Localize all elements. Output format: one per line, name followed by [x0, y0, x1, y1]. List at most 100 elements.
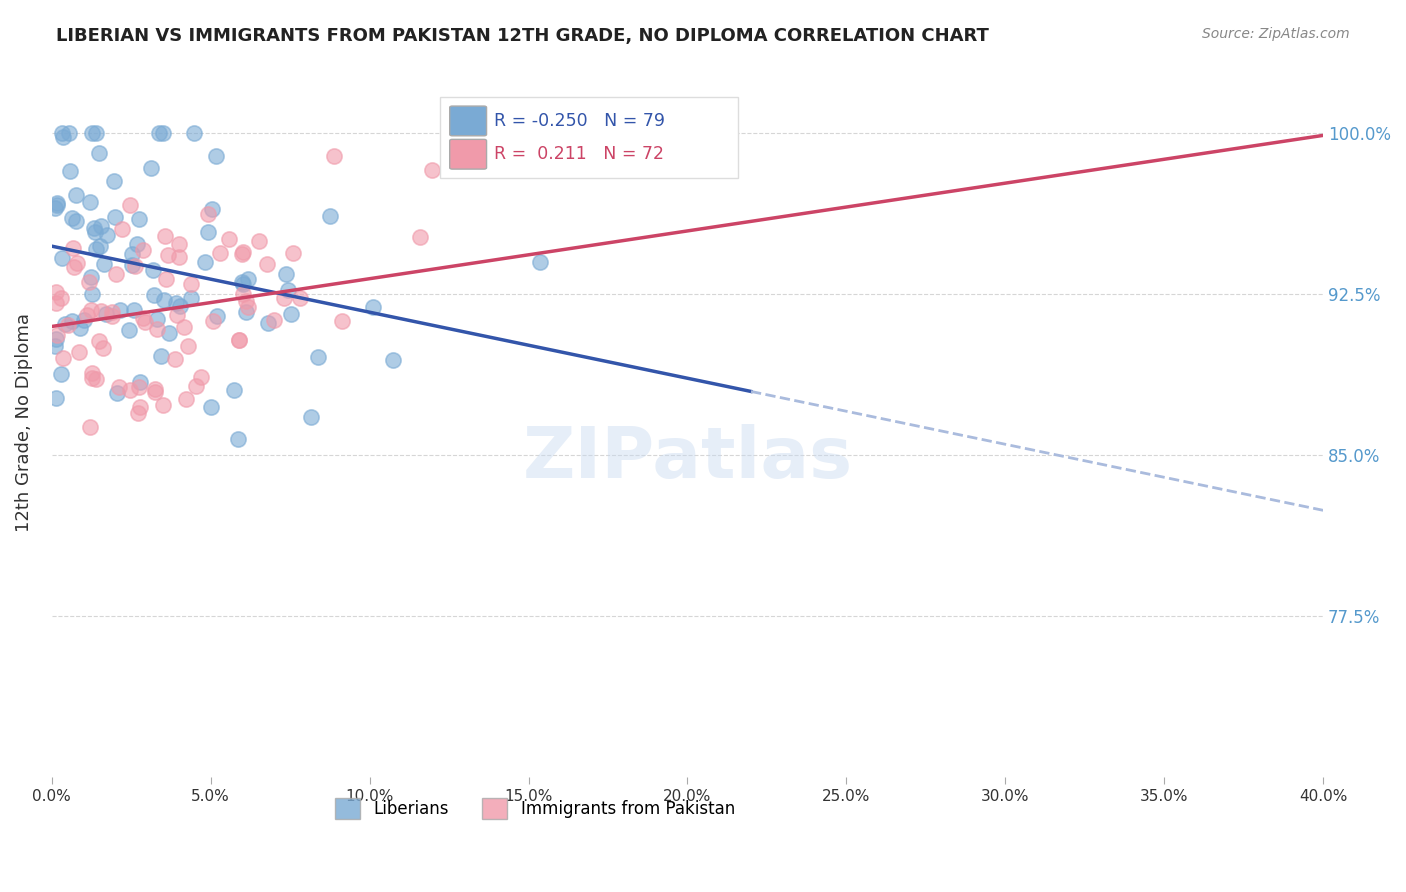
- Point: [117, 323, 139, 337]
- Point: [143, 288, 166, 302]
- Point: [235, 305, 257, 319]
- Point: [51, 126, 73, 140]
- Point: [205, 149, 228, 163]
- Point: [105, 386, 128, 401]
- Point: [280, 307, 302, 321]
- Point: [121, 258, 143, 272]
- Point: [65, 214, 87, 228]
- Point: [361, 300, 384, 314]
- Point: [59, 163, 82, 178]
- Point: [166, 295, 188, 310]
- Point: [152, 399, 174, 413]
- Point: [274, 267, 297, 281]
- Point: [145, 322, 167, 336]
- Point: [79, 420, 101, 434]
- Point: [69, 321, 91, 335]
- Point: [143, 382, 166, 396]
- Point: [58, 126, 80, 140]
- Point: [84, 372, 107, 386]
- Text: ZIPatlas: ZIPatlas: [523, 424, 852, 492]
- Point: [52, 130, 75, 145]
- Point: [108, 302, 131, 317]
- Point: [82, 366, 104, 380]
- Point: [89, 303, 111, 318]
- Point: [96, 227, 118, 242]
- Point: [381, 353, 404, 368]
- Point: [142, 262, 165, 277]
- Point: [529, 255, 551, 269]
- Point: [80, 371, 103, 385]
- Point: [232, 287, 254, 301]
- Point: [330, 313, 353, 327]
- Point: [420, 162, 443, 177]
- Point: [174, 392, 197, 406]
- Point: [103, 174, 125, 188]
- Legend: Liberians, Immigrants from Pakistan: Liberians, Immigrants from Pakistan: [329, 791, 741, 825]
- Point: [163, 351, 186, 366]
- Text: R =  0.211   N = 72: R = 0.211 N = 72: [494, 145, 664, 163]
- Point: [318, 209, 340, 223]
- Point: [87, 334, 110, 348]
- FancyBboxPatch shape: [440, 97, 738, 178]
- Point: [169, 299, 191, 313]
- Point: [235, 293, 257, 308]
- Point: [125, 237, 148, 252]
- Point: [53, 318, 76, 332]
- Point: [132, 311, 155, 326]
- Point: [201, 314, 224, 328]
- Point: [127, 407, 149, 421]
- Point: [146, 311, 169, 326]
- Point: [247, 234, 270, 248]
- Point: [228, 333, 250, 347]
- Point: [94, 307, 117, 321]
- Point: [76, 308, 98, 322]
- Point: [60, 313, 83, 327]
- Point: [156, 248, 179, 262]
- Point: [62, 241, 84, 255]
- Point: [197, 225, 219, 239]
- Point: [56, 318, 79, 332]
- Point: [152, 126, 174, 140]
- Point: [80, 126, 103, 140]
- Point: [45, 328, 67, 343]
- Point: [52, 351, 75, 365]
- Point: [128, 380, 150, 394]
- Point: [205, 309, 228, 323]
- Point: [194, 255, 217, 269]
- Point: [101, 310, 124, 324]
- Text: LIBERIAN VS IMMIGRANTS FROM PAKISTAN 12TH GRADE, NO DIPLOMA CORRELATION CHART: LIBERIAN VS IMMIGRANTS FROM PAKISTAN 12T…: [56, 27, 988, 45]
- Point: [79, 194, 101, 209]
- Point: [104, 267, 127, 281]
- Point: [150, 350, 173, 364]
- Point: [45, 332, 67, 346]
- Point: [148, 126, 170, 140]
- Point: [93, 256, 115, 270]
- Point: [86, 126, 108, 140]
- Point: [87, 145, 110, 160]
- Point: [45, 285, 67, 299]
- Point: [83, 225, 105, 239]
- Point: [67, 344, 90, 359]
- Point: [197, 206, 219, 220]
- FancyBboxPatch shape: [450, 139, 486, 169]
- Point: [128, 212, 150, 227]
- Point: [222, 384, 245, 398]
- Point: [257, 316, 280, 330]
- Point: [157, 326, 180, 340]
- Point: [44, 339, 66, 353]
- Text: R = -0.250   N = 79: R = -0.250 N = 79: [494, 112, 665, 130]
- Point: [231, 247, 253, 261]
- Point: [200, 400, 222, 414]
- Point: [273, 291, 295, 305]
- Point: [263, 313, 285, 327]
- Point: [228, 334, 250, 348]
- Point: [66, 256, 89, 270]
- Point: [129, 400, 152, 414]
- Point: [145, 385, 167, 400]
- Point: [45, 296, 67, 310]
- Point: [153, 228, 176, 243]
- Point: [283, 246, 305, 260]
- Point: [118, 198, 141, 212]
- Point: [201, 202, 224, 216]
- Point: [60, 211, 83, 226]
